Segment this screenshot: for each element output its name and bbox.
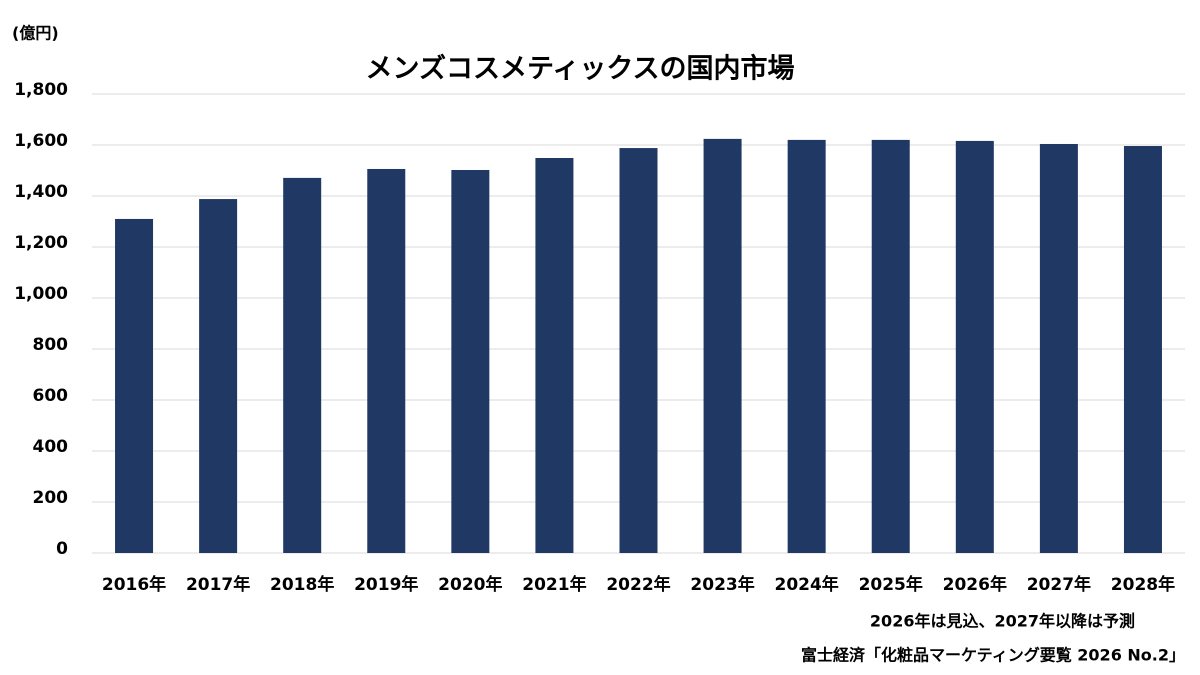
y-tick-label: 1,200 <box>14 233 68 253</box>
bar <box>115 218 154 553</box>
bar <box>955 140 994 554</box>
bar <box>451 169 490 554</box>
y-tick-label: 1,800 <box>14 80 68 100</box>
bar <box>283 177 322 553</box>
y-tick-label: 200 <box>33 488 69 508</box>
unit-label: (億円) <box>12 24 59 43</box>
x-tick-label: 2017年 <box>186 574 250 595</box>
bar <box>367 168 406 553</box>
source: 富士経済「化粧品マーケティング要覧 2026 No.2」 <box>801 646 1185 665</box>
bar <box>199 199 238 553</box>
x-tick-label: 2028年 <box>1111 574 1175 595</box>
x-tick-label: 2026年 <box>943 574 1007 595</box>
bar <box>871 139 910 553</box>
x-tick-label: 2016年 <box>102 574 166 595</box>
y-tick-label: 400 <box>33 437 69 457</box>
x-tick-label: 2024年 <box>774 574 838 595</box>
y-tick-label: 1,000 <box>14 284 68 304</box>
x-tick-label: 2020年 <box>438 574 502 595</box>
note: 2026年は見込、2027年以降は予測 <box>870 612 1135 631</box>
x-tick-label: 2021年 <box>522 574 586 595</box>
y-tick-label: 1,400 <box>14 182 68 202</box>
y-tick-label: 0 <box>56 539 68 559</box>
bar <box>787 139 826 553</box>
chart-title: メンズコスメティックスの国内市場 <box>365 53 794 85</box>
x-tick-label: 2027年 <box>1027 574 1091 595</box>
y-tick-label: 800 <box>33 335 69 355</box>
y-tick-label: 600 <box>33 386 69 406</box>
bar <box>703 138 742 553</box>
bar <box>535 158 574 553</box>
bar <box>619 148 658 553</box>
bar <box>1123 146 1162 553</box>
bar <box>1039 143 1078 554</box>
x-tick-label: 2018年 <box>270 574 334 595</box>
x-tick-label: 2025年 <box>859 574 923 595</box>
y-tick-label: 1,600 <box>14 131 68 151</box>
x-tick-label: 2022年 <box>606 574 670 595</box>
x-tick-label: 2019年 <box>354 574 418 595</box>
x-tick-label: 2023年 <box>690 574 754 595</box>
